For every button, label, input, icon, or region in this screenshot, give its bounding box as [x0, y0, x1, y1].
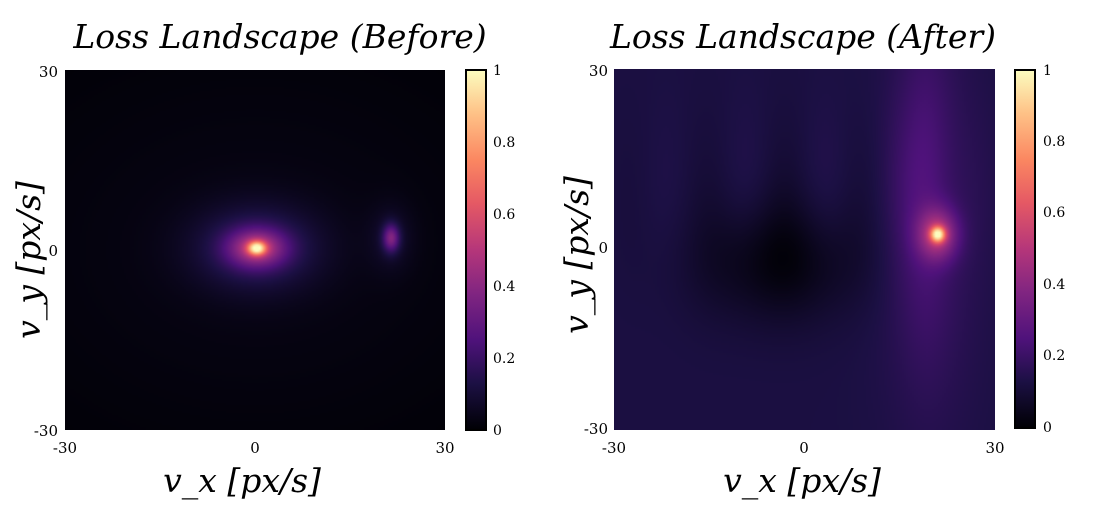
colorbar-tick-label: 1 [1043, 63, 1052, 79]
colorbar-tick-label: 0.8 [493, 135, 515, 151]
colorbar-gradient [465, 69, 487, 431]
colorbar-tick-label: 0.8 [1043, 134, 1065, 150]
y-tick-label: -30 [34, 422, 58, 440]
heatmap-plot [614, 69, 995, 430]
y-axis-label: v_y [px/s] [9, 181, 49, 339]
y-tick-label: -30 [584, 420, 608, 438]
colorbar-tick-label: 0.2 [1043, 348, 1065, 364]
heatmap-image [614, 69, 995, 430]
colorbar-tick-label: 0.4 [493, 279, 515, 295]
x-tick-label: 30 [435, 439, 454, 457]
heatmap-image [65, 70, 445, 430]
colorbar: 1 0.8 0.6 0.4 0.2 0 [1014, 63, 1065, 436]
x-tick-label: 0 [250, 439, 260, 457]
colorbar-tick-label: 0.2 [493, 351, 515, 367]
x-tick-label: 30 [985, 439, 1004, 457]
x-axis-label: v_x [px/s] [723, 461, 881, 501]
colorbar-tick-label: 0 [1043, 420, 1052, 436]
heatmap-plot [65, 70, 445, 430]
y-tick-label: 0 [48, 242, 58, 260]
y-tick-label: 30 [589, 62, 608, 80]
y-tick-label: 0 [598, 239, 608, 257]
colorbar-tick-label: 0.6 [1043, 205, 1065, 221]
panel-after: Loss Landscape (After) 30 0 -30 -30 0 30… [557, 17, 1065, 501]
colorbar: 1 0.8 0.6 0.4 0.2 0 [465, 63, 515, 439]
x-tick-label: -30 [53, 439, 77, 457]
chart-title: Loss Landscape (After) [609, 17, 996, 56]
x-axis-label: v_x [px/s] [163, 461, 321, 501]
y-tick-label: 30 [39, 63, 58, 81]
x-tick-label: -30 [602, 439, 626, 457]
y-axis-label: v_y [px/s] [557, 176, 597, 334]
colorbar-tick-label: 0 [493, 423, 502, 439]
colorbar-gradient [1014, 69, 1036, 429]
colorbar-tick-label: 0.4 [1043, 277, 1065, 293]
chart-title: Loss Landscape (Before) [72, 17, 486, 56]
panel-before: Loss Landscape (Before) 30 0 -30 -30 0 3… [9, 17, 515, 501]
colorbar-tick-label: 1 [493, 63, 502, 79]
x-tick-label: 0 [799, 439, 809, 457]
colorbar-tick-label: 0.6 [493, 207, 515, 223]
